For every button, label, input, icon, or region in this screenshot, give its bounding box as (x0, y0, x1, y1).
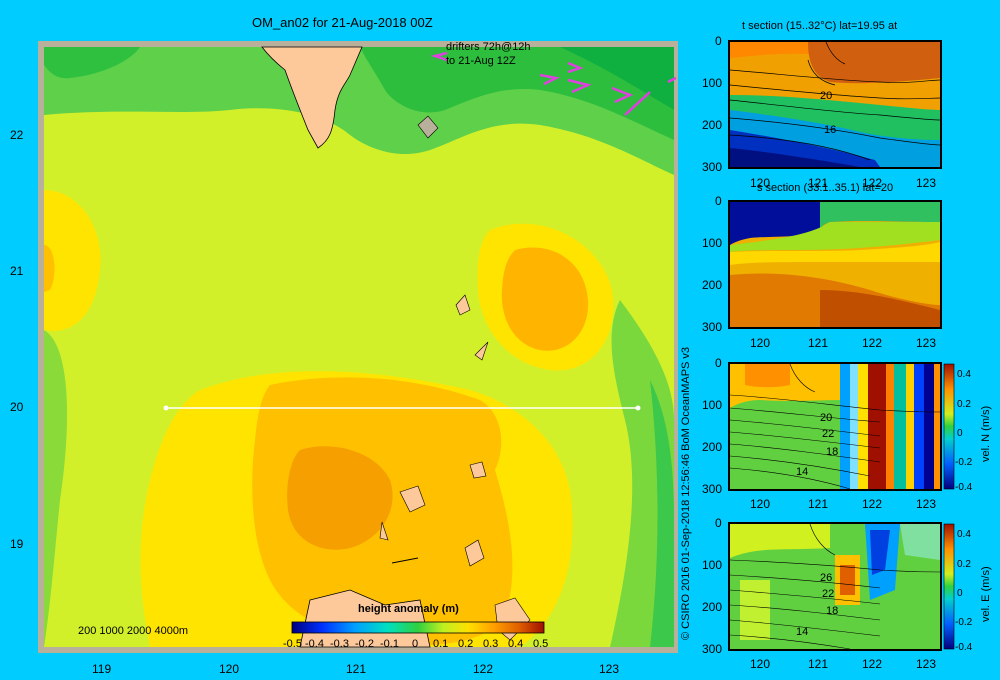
vel-n-panel (728, 362, 942, 491)
lon-tick: 122 (862, 176, 883, 190)
colorbar-tick: -0.5 (283, 638, 302, 650)
lon-tick: 123 (599, 662, 620, 676)
depth-tick: 300 (702, 642, 723, 656)
credit-text: © CSIRO 2016 01-Sep-2018 12:56:46 BoM Oc… (680, 346, 692, 640)
lon-tick: 123 (916, 336, 937, 350)
height-anomaly-colorbar (291, 621, 545, 634)
depth-tick: 0 (715, 194, 722, 208)
colorbar-tick: -0.4 (305, 638, 324, 650)
lon-tick: 121 (808, 336, 829, 350)
depth-tick: 300 (702, 320, 723, 334)
lon-tick: 121 (346, 662, 367, 676)
vel-tick: -0.2 (955, 457, 973, 468)
vel-tick: 0.4 (957, 529, 971, 540)
contour-label: 16 (824, 124, 837, 136)
lat-tick: 20 (10, 400, 24, 414)
depth-tick: 0 (715, 34, 722, 48)
lon-tick: 119 (92, 662, 112, 676)
contour-label: 22 (822, 588, 835, 600)
depth-tick: 100 (702, 236, 723, 250)
vel-tick: -0.4 (955, 482, 973, 493)
depth-tick: 300 (702, 482, 723, 496)
contour-label: 14 (796, 466, 809, 478)
lon-tick: 122 (862, 336, 883, 350)
lat-tick: 21 (10, 264, 24, 278)
vel-n-label: vel. N (m/s) (980, 405, 992, 462)
depth-tick: 100 (702, 558, 723, 572)
lon-tick: 120 (750, 657, 771, 671)
colorbar-tick: 0 (412, 638, 419, 650)
contour-label: 20 (820, 90, 833, 102)
contour-label: 20 (820, 412, 833, 424)
depth-legend: 200 1000 2000 4000m (78, 625, 189, 637)
lon-tick: 121 (808, 657, 829, 671)
contour-label: 14 (796, 626, 809, 638)
depth-tick: 200 (702, 600, 723, 614)
s-section-panel (728, 200, 942, 329)
lat-tick: 19 (10, 537, 24, 551)
lon-tick: 122 (473, 662, 494, 676)
colorbar-tick: 0.2 (458, 638, 474, 650)
lon-tick: 121 (808, 176, 829, 190)
lon-tick: 120 (219, 662, 240, 676)
map-panel (38, 41, 678, 653)
colorbar-tick: -0.3 (330, 638, 349, 650)
lat-tick: 22 (10, 128, 24, 142)
vel-tick: 0.2 (957, 559, 971, 570)
s-section-title: s section (33.1..35.1) lat=20 (757, 182, 894, 194)
lon-tick: 122 (862, 497, 883, 511)
lon-tick: 123 (916, 657, 937, 671)
colorbar-tick: -0.1 (380, 638, 399, 650)
contour-label: 22 (822, 428, 835, 440)
lon-tick: 120 (750, 176, 771, 190)
depth-tick: 0 (715, 516, 722, 530)
colorbar-tick: -0.2 (355, 638, 374, 650)
vel-tick: 0.4 (957, 369, 971, 380)
vel-tick: 0.2 (957, 399, 971, 410)
vel-e-panel (728, 522, 942, 651)
lon-tick: 120 (750, 336, 771, 350)
lon-tick: 120 (750, 497, 771, 511)
depth-tick: 300 (702, 160, 723, 174)
lon-tick: 123 (916, 176, 937, 190)
t-section-title: t section (15..32°C) lat=19.95 at (742, 20, 898, 32)
map-title: OM_an02 for 21-Aug-2018 00Z (252, 15, 433, 30)
colorbar-tick: 0.1 (433, 638, 449, 650)
depth-tick: 100 (702, 76, 723, 90)
colorbar-tick: 0.4 (508, 638, 524, 650)
depth-tick: 200 (702, 118, 723, 132)
t-section-panel (728, 40, 942, 169)
vel-n-colorbar (943, 363, 955, 490)
lon-tick: 122 (862, 657, 883, 671)
vel-e-colorbar (943, 523, 955, 650)
vel-tick: -0.2 (955, 617, 973, 628)
contour-label: 18 (826, 446, 839, 458)
contour-label: 26 (820, 572, 833, 584)
depth-tick: 200 (702, 440, 723, 454)
vel-tick: 0 (957, 428, 963, 439)
drifters-label: drifters 72h@12h (446, 41, 531, 53)
depth-tick: 0 (715, 356, 722, 370)
colorbar-tick: 0.3 (483, 638, 499, 650)
vel-e-label: vel. E (m/s) (980, 566, 992, 622)
vel-tick: 0 (957, 588, 963, 599)
colorbar-tick: 0.5 (533, 638, 549, 650)
lon-tick: 123 (916, 497, 937, 511)
drifters-label-2: to 21-Aug 12Z (446, 55, 516, 67)
colorbar-title: height anomaly (m) (358, 603, 459, 615)
depth-tick: 100 (702, 398, 723, 412)
lon-tick: 121 (808, 497, 829, 511)
contour-label: 18 (826, 605, 839, 617)
vel-tick: -0.4 (955, 642, 973, 653)
depth-tick: 200 (702, 278, 723, 292)
